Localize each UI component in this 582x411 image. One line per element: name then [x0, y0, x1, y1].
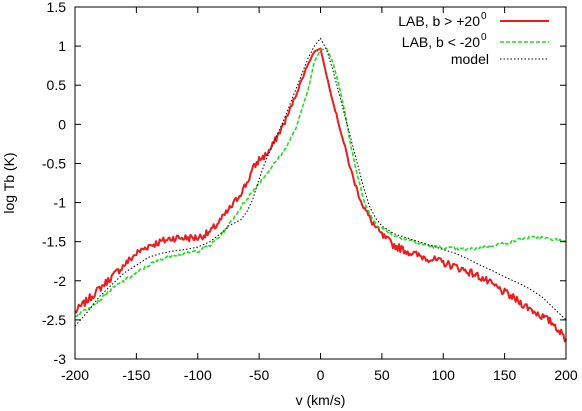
legend-label-3: model [451, 51, 489, 67]
y-tick-label: -3 [54, 351, 67, 367]
x-tick-label: -200 [61, 367, 89, 383]
series-layer [74, 37, 567, 343]
y-tick-label: -1.5 [42, 234, 66, 250]
legend-label-1: LAB, b > +20 [398, 13, 480, 29]
x-tick-label: 100 [432, 367, 456, 383]
legend-label-2: LAB, b < -20 [402, 34, 480, 50]
y-tick-label: -0.5 [42, 155, 66, 171]
x-tick-label: 0 [317, 367, 325, 383]
x-tick-label: -50 [249, 367, 269, 383]
series-line-3 [74, 37, 567, 327]
x-tick-label: 150 [493, 367, 517, 383]
y-axis-label: log Tb (K) [1, 152, 17, 213]
ticks-layer: -200 -150 -100 -50 0 50 100 150 200-3-2.5-2-1.5-… [42, 0, 578, 383]
y-tick-label: 1.5 [47, 0, 67, 15]
y-tick-label: -2.5 [42, 312, 66, 328]
y-tick-label: -2 [54, 273, 67, 289]
y-tick-label: 0.5 [47, 77, 67, 93]
series-line-2 [74, 47, 567, 318]
series-line-1 [74, 47, 567, 343]
plot-frame [74, 6, 567, 360]
x-tick-label: 200 [554, 367, 578, 383]
y-tick-label: 0 [58, 116, 66, 132]
x-tick-label: -150 [122, 367, 150, 383]
x-tick-label: 50 [374, 367, 390, 383]
legend-label-sup-1: 0 [481, 11, 487, 22]
legend-label-sup-2: 0 [481, 32, 487, 43]
x-tick-label: -100 [184, 367, 212, 383]
x-axis-label: v (km/s) [296, 392, 346, 408]
y-tick-label: -1 [54, 195, 67, 211]
y-tick-label: 1 [58, 38, 66, 54]
